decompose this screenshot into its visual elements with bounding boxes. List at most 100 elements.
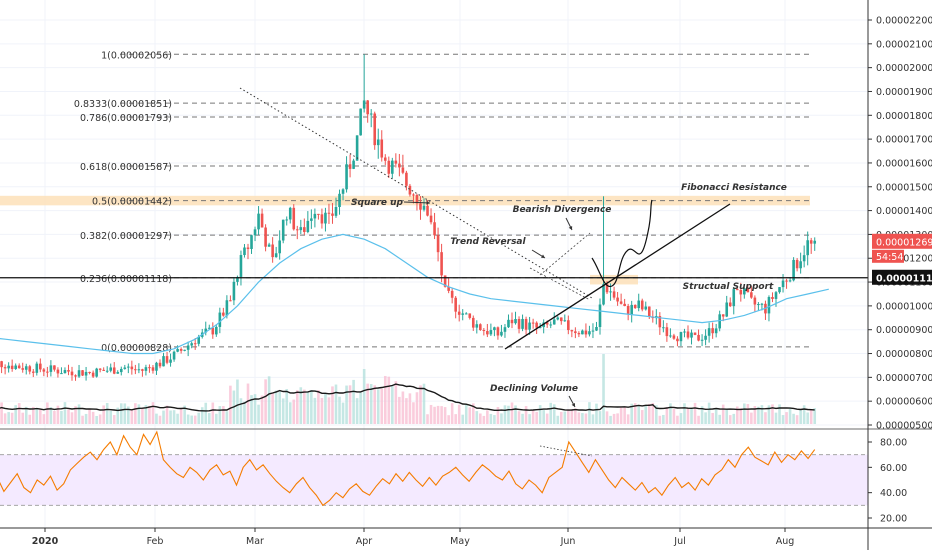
annotation-label: Declining Volume — [490, 384, 578, 394]
support-price-box — [872, 269, 932, 285]
volume-bar — [686, 407, 690, 424]
volume-bar — [362, 369, 366, 424]
candle-body — [155, 362, 158, 371]
volume-bar — [331, 386, 334, 424]
price-tick-label: 0.00001600 — [876, 158, 932, 169]
candle-body — [531, 322, 535, 324]
volume-bar — [510, 402, 514, 424]
volume-bar — [271, 392, 274, 424]
price-axis[interactable]: 0.00002200 0.00002100 0.00002000 0.00001900… — [868, 16, 932, 525]
volume-bar — [813, 408, 817, 424]
volume-bar — [640, 410, 644, 424]
fib-level-label: 0.236(0.00001118) — [80, 274, 172, 285]
volume-bar — [193, 415, 197, 424]
candle-body — [552, 319, 556, 325]
candle-body — [14, 365, 17, 369]
volume-bar — [366, 383, 369, 424]
rsi-tick-label: 20.00 — [880, 514, 907, 525]
volume-bar — [683, 403, 686, 424]
volume-bar — [795, 415, 799, 424]
candle-body — [690, 332, 693, 338]
volume-bar — [0, 402, 3, 424]
volume-bar — [616, 413, 619, 424]
volume-bar — [721, 404, 725, 424]
volume-bar — [359, 392, 362, 424]
candle-body — [88, 371, 91, 373]
volume-bar — [10, 412, 14, 424]
candle-body — [127, 366, 130, 368]
candle-body — [503, 327, 507, 332]
descending-trendline — [239, 87, 593, 299]
candle-body — [637, 300, 641, 309]
candle-body — [507, 319, 510, 328]
candle-body — [331, 213, 334, 216]
volume-bar — [398, 396, 401, 424]
time-tick-label: Aug — [776, 536, 795, 547]
volume-bar — [690, 407, 693, 424]
candle-body — [415, 194, 419, 204]
candle-body — [559, 317, 563, 322]
volume-bar — [137, 404, 141, 424]
volume-bar — [714, 408, 718, 424]
volume-bar — [598, 411, 602, 424]
candle-body — [792, 259, 795, 281]
candle-body — [74, 375, 77, 377]
candle-body — [81, 370, 84, 376]
volume-bar — [655, 405, 658, 424]
price-tick-label: 0.00002000 — [876, 63, 932, 74]
volume-bar — [739, 408, 743, 424]
candle-body — [771, 297, 774, 299]
volume-bar — [324, 393, 327, 424]
candles — [0, 54, 817, 381]
candle-body — [619, 301, 623, 304]
rsi-tick-label: 60.00 — [880, 463, 907, 474]
volume-bar — [190, 415, 193, 424]
fib-level-label: 0.786(0.00001793) — [80, 113, 172, 124]
candle-body — [461, 313, 465, 315]
volume-bar — [718, 414, 721, 424]
volume-bar — [236, 379, 239, 424]
projected-path — [591, 199, 653, 288]
volume-bar — [633, 403, 637, 424]
volume-bar — [750, 412, 753, 424]
time-axis[interactable]: 2020 Feb Mar Apr May Jun Jul Aug — [32, 528, 795, 547]
candle-body — [457, 311, 461, 315]
volume-bar — [457, 404, 461, 424]
volume-bar — [387, 376, 391, 424]
volume-bar — [176, 413, 179, 424]
volume-bar — [165, 405, 169, 424]
candle-body — [574, 331, 577, 334]
candle-body — [711, 328, 714, 334]
candle-body — [633, 304, 637, 309]
volume-bar — [679, 413, 683, 424]
candle-body — [489, 330, 493, 335]
candle-body — [362, 100, 366, 109]
volume-bar — [81, 415, 84, 424]
candle-body — [750, 292, 753, 298]
volume-bar — [574, 408, 577, 424]
candle-body — [475, 324, 479, 328]
candle-body — [496, 327, 500, 336]
candle-body — [662, 327, 665, 329]
candle-body — [303, 227, 306, 232]
candle-body — [707, 328, 711, 336]
candle-body — [401, 167, 405, 173]
volume-bar — [295, 390, 299, 424]
candle-body — [623, 303, 626, 307]
candle-body — [67, 370, 70, 372]
volume-bar — [7, 412, 10, 424]
trend-reversal-arrow-head — [541, 254, 545, 258]
current-price-label: 0.00001269 — [876, 237, 932, 248]
volume-bar — [468, 407, 472, 424]
candle-body — [746, 288, 750, 293]
candle-body — [584, 330, 588, 335]
candle-body — [735, 289, 739, 291]
volume-bar — [591, 414, 595, 424]
volume-bar — [144, 405, 148, 424]
volume-bar — [735, 406, 739, 424]
volume-bar — [669, 403, 672, 424]
candle-body — [581, 330, 584, 335]
volume-arrow-head — [571, 403, 576, 407]
